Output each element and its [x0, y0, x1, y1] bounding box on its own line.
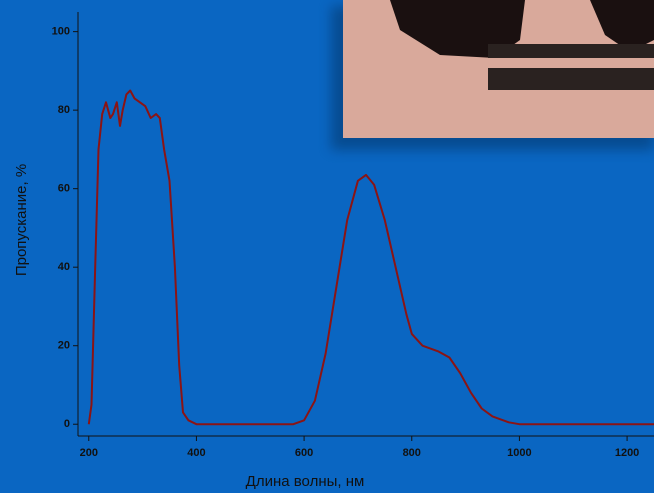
- x-tick-label: 1200: [615, 447, 639, 459]
- data-line: [87, 89, 654, 426]
- y-axis-label: Пропускание, %: [13, 164, 30, 276]
- y-tick-label: 40: [58, 261, 70, 273]
- x-tick-label: 800: [403, 447, 421, 459]
- y-tick-label: 0: [64, 418, 70, 430]
- y-tick-label: 100: [52, 26, 70, 38]
- y-tick-label: 80: [58, 104, 70, 116]
- x-axis-label: Длина волны, нм: [246, 473, 365, 490]
- x-tick-label: 400: [187, 447, 205, 459]
- x-tick-label: 600: [295, 447, 313, 459]
- y-tick-label: 60: [58, 183, 70, 195]
- y-tick-label: 20: [58, 340, 70, 352]
- x-tick-label: 1000: [507, 447, 531, 459]
- x-tick-label: 200: [80, 447, 98, 459]
- inset-photo: [331, 0, 654, 150]
